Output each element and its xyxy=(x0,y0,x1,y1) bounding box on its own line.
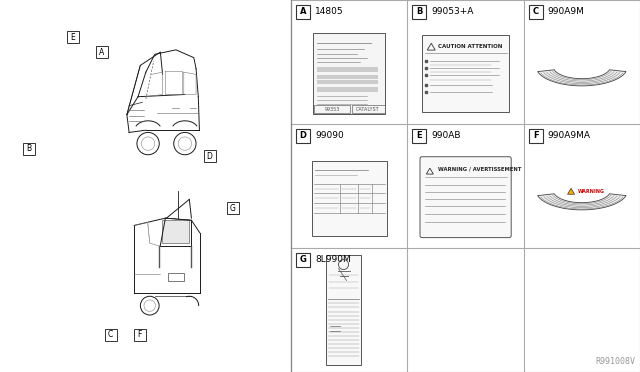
Bar xyxy=(96,46,108,58)
Bar xyxy=(296,129,310,143)
Text: WARNING: WARNING xyxy=(577,189,605,194)
Text: A: A xyxy=(99,48,104,57)
Text: 99353: 99353 xyxy=(324,106,340,112)
Text: D: D xyxy=(300,131,307,141)
Text: E: E xyxy=(70,33,75,42)
Bar xyxy=(134,329,146,341)
Bar xyxy=(314,33,385,114)
Bar xyxy=(422,35,509,112)
Bar xyxy=(317,74,378,78)
Text: 990A9MA: 990A9MA xyxy=(548,131,591,141)
Text: A: A xyxy=(300,7,307,16)
Text: 990A9M: 990A9M xyxy=(548,7,584,16)
Polygon shape xyxy=(568,188,575,194)
Text: C: C xyxy=(532,7,539,16)
Text: CAUTION ATTENTION: CAUTION ATTENTION xyxy=(438,44,502,49)
Bar xyxy=(204,150,216,162)
Text: F: F xyxy=(138,330,142,339)
Bar xyxy=(317,67,378,72)
Bar xyxy=(163,220,189,243)
Bar xyxy=(296,253,310,267)
Bar xyxy=(296,5,310,19)
Text: E: E xyxy=(417,131,422,141)
Bar xyxy=(312,161,387,235)
Bar xyxy=(23,143,35,155)
Polygon shape xyxy=(538,70,626,86)
Text: B: B xyxy=(416,7,422,16)
Text: 14805: 14805 xyxy=(315,7,344,16)
Bar xyxy=(67,31,79,43)
Text: 8L990M: 8L990M xyxy=(315,256,351,264)
Text: C: C xyxy=(108,330,113,339)
Bar xyxy=(412,5,426,19)
Text: 99053+A: 99053+A xyxy=(431,7,474,16)
Polygon shape xyxy=(538,194,626,210)
Text: G: G xyxy=(300,256,307,264)
Bar xyxy=(529,129,543,143)
Bar xyxy=(412,129,426,143)
Text: R991008V: R991008V xyxy=(595,357,635,366)
Text: 99090: 99090 xyxy=(315,131,344,141)
Bar xyxy=(326,256,361,365)
Bar xyxy=(314,105,350,113)
Text: B: B xyxy=(26,144,32,153)
Text: F: F xyxy=(533,131,538,141)
Bar xyxy=(227,202,239,214)
Text: G: G xyxy=(230,204,236,213)
Bar xyxy=(352,105,385,113)
Bar xyxy=(317,80,378,84)
Text: D: D xyxy=(207,152,212,161)
Bar xyxy=(168,273,184,280)
Text: CATALYST: CATALYST xyxy=(356,106,379,112)
Bar xyxy=(105,329,116,341)
Text: 990AB: 990AB xyxy=(431,131,461,141)
Bar xyxy=(529,5,543,19)
FancyBboxPatch shape xyxy=(420,157,511,238)
Text: WARNING / AVERTISSEMENT: WARNING / AVERTISSEMENT xyxy=(438,167,521,172)
Bar xyxy=(317,87,378,92)
